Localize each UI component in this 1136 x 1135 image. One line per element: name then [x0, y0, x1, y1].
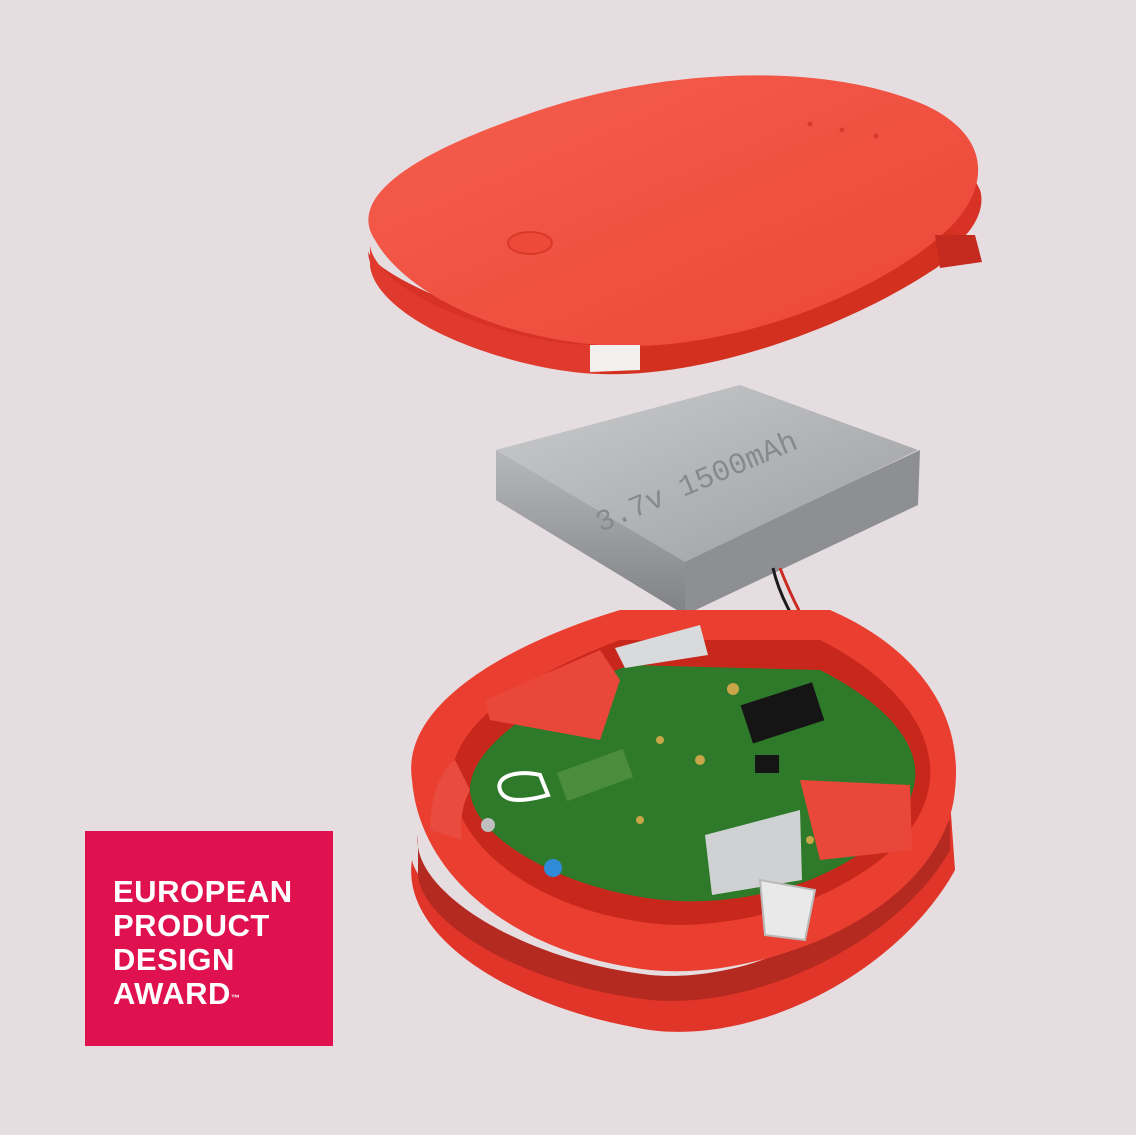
european-product-design-award-badge: EUROPEAN PRODUCT DESIGN AWARD™ [85, 831, 333, 1046]
award-line-4-text: AWARD [113, 976, 231, 1011]
award-line-3: DESIGN [113, 942, 235, 977]
award-line-2: PRODUCT [113, 908, 270, 943]
award-line-4: AWARD™ [113, 977, 333, 1011]
pcb-components [481, 682, 825, 877]
battery-pack: 3.7v 1500mAh [496, 385, 920, 615]
shell-wall [430, 760, 470, 840]
top-lid [368, 75, 982, 375]
award-line-1: EUROPEAN [113, 874, 293, 909]
bottom-shell [411, 610, 957, 1032]
award-trademark: ™ [230, 993, 241, 1003]
